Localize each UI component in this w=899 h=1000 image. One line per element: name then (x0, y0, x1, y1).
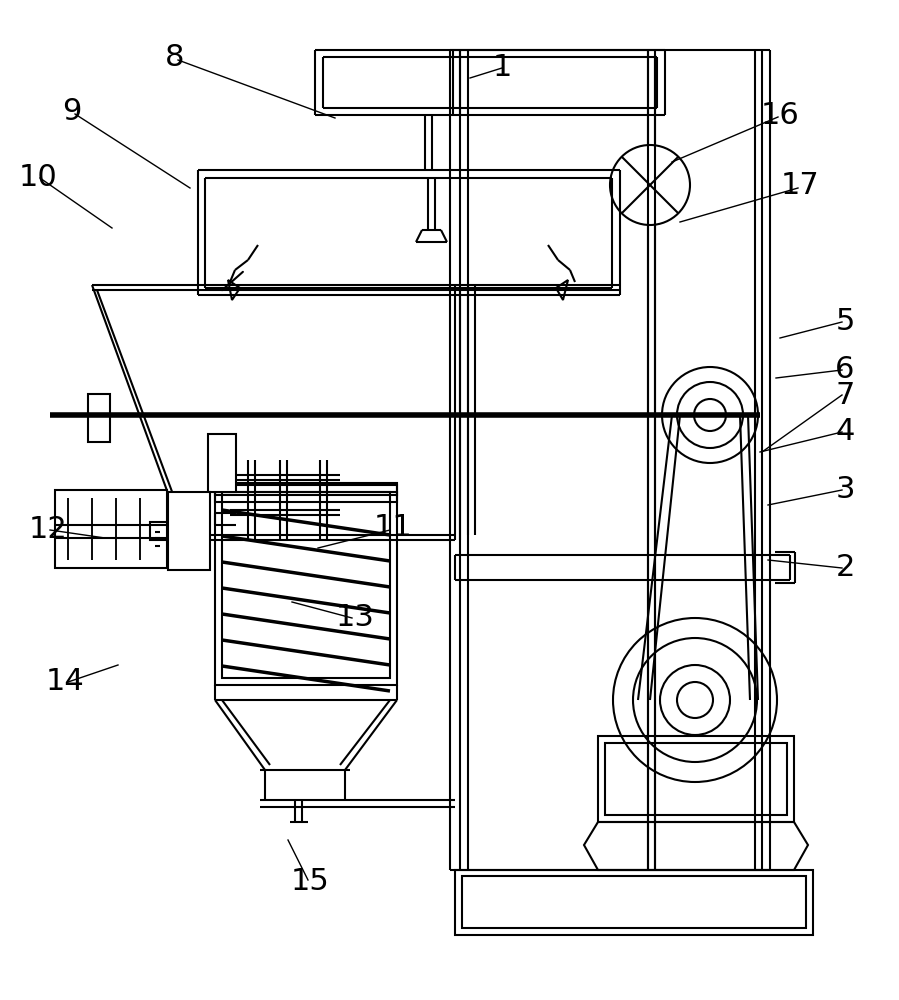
Bar (88, 394, 110, 442)
Bar (208, 434, 236, 492)
Text: 5: 5 (835, 308, 855, 336)
Text: 11: 11 (374, 514, 413, 542)
Text: 14: 14 (46, 668, 85, 696)
Bar (222, 492, 390, 678)
Text: 12: 12 (29, 516, 67, 544)
Bar (455, 870, 813, 935)
Text: 9: 9 (62, 98, 82, 126)
Text: 7: 7 (835, 380, 855, 410)
Bar (215, 485, 397, 685)
Text: 3: 3 (835, 476, 855, 504)
Text: 1: 1 (493, 53, 512, 83)
Bar (168, 492, 210, 570)
Text: 4: 4 (835, 418, 855, 446)
Bar (215, 483, 397, 495)
Text: 10: 10 (19, 163, 58, 192)
Text: 13: 13 (335, 603, 375, 633)
Bar (605, 743, 787, 815)
Text: 15: 15 (290, 867, 329, 896)
Text: 17: 17 (780, 170, 819, 200)
Bar (215, 492, 397, 502)
Text: 8: 8 (165, 43, 185, 73)
Bar (598, 736, 794, 822)
Text: 2: 2 (835, 554, 855, 582)
Text: 16: 16 (761, 101, 799, 129)
Bar (150, 522, 170, 540)
Text: 6: 6 (835, 356, 855, 384)
Bar (55, 490, 167, 568)
Bar (462, 876, 806, 928)
